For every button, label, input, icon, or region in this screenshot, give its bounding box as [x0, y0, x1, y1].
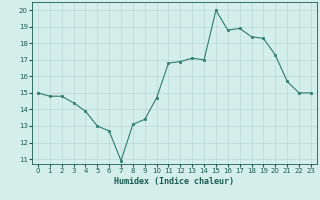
X-axis label: Humidex (Indice chaleur): Humidex (Indice chaleur) — [115, 177, 234, 186]
